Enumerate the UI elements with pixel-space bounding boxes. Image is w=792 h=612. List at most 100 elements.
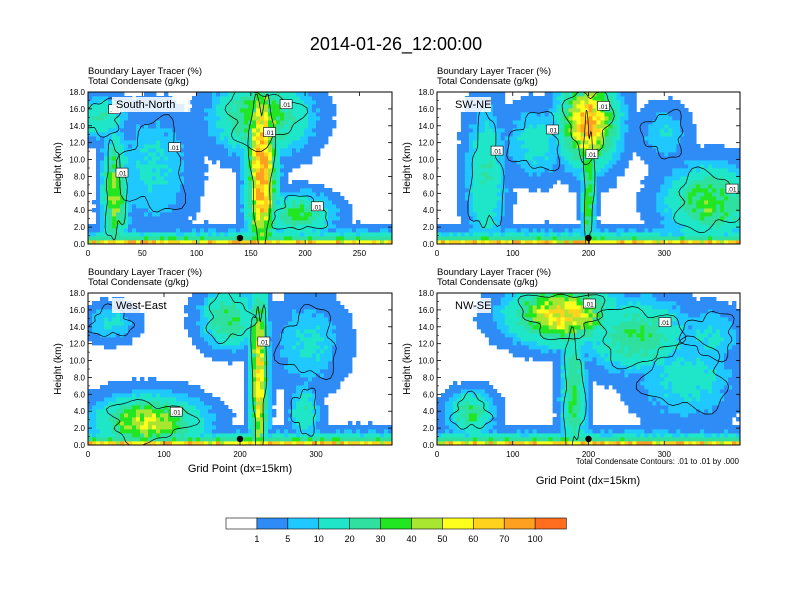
tracer-cell	[672, 172, 677, 177]
tracer-cell	[128, 136, 133, 141]
tracer-cell	[272, 144, 277, 149]
tracer-cell	[492, 220, 498, 225]
tracer-cell	[96, 305, 101, 310]
tracer-cell	[464, 184, 470, 189]
tracer-cell	[584, 140, 589, 145]
tracer-cell	[624, 228, 629, 233]
tracer-cell	[696, 164, 701, 169]
tracer-cell	[584, 216, 589, 221]
tracer-cell	[116, 152, 121, 157]
tracer-cell	[468, 132, 474, 137]
tracer-cell	[536, 96, 542, 101]
tracer-cell	[496, 188, 502, 193]
tracer-cell	[112, 124, 117, 129]
tracer-cell	[437, 232, 442, 237]
tracer-cell	[128, 421, 133, 426]
tracer-cell	[488, 136, 494, 141]
tracer-cell	[148, 128, 153, 133]
tracer-cell	[560, 180, 565, 185]
tracer-cell	[644, 160, 649, 165]
tracer-cell	[552, 164, 558, 169]
tracer-cell	[96, 216, 101, 221]
tracer-cell	[536, 120, 542, 125]
tracer-cell	[116, 405, 121, 410]
tracer-cell	[272, 108, 277, 113]
tracer-cell	[492, 96, 498, 101]
tracer-cell	[648, 212, 653, 217]
tracer-cell	[260, 140, 265, 145]
tracer-cell	[140, 184, 145, 189]
tracer-cell	[296, 204, 301, 209]
tracer-cell	[196, 144, 201, 149]
tracer-cell	[476, 152, 482, 157]
tracer-cell	[664, 108, 669, 113]
tracer-cell	[620, 148, 625, 153]
tracer-cell	[508, 144, 514, 149]
tracer-cell	[672, 236, 677, 241]
tracer-cell	[128, 128, 133, 133]
tracer-cell	[520, 108, 526, 113]
tracer-cell	[684, 192, 689, 197]
tracer-cell	[708, 168, 713, 173]
tracer-cell	[272, 124, 277, 129]
tracer-cell	[272, 116, 277, 121]
tracer-cell	[104, 389, 109, 394]
tracer-cell	[500, 112, 506, 117]
tracer-cell	[188, 220, 193, 225]
tracer-cell	[160, 128, 165, 133]
tracer-cell	[548, 148, 554, 153]
tracer-cell	[604, 116, 609, 121]
tracer-cell	[156, 405, 161, 410]
tracer-cell	[152, 417, 157, 422]
tracer-cell	[180, 228, 185, 233]
tracer-cell	[292, 152, 297, 157]
tracer-cell	[124, 192, 129, 197]
tracer-cell	[496, 232, 502, 237]
tracer-cell	[100, 132, 105, 137]
tracer-cell	[576, 236, 581, 241]
tracer-cell	[716, 172, 721, 177]
tracer-cell	[276, 140, 281, 145]
tracer-cell	[176, 232, 181, 237]
contour-label-box	[585, 149, 599, 159]
tracer-cell	[120, 329, 125, 334]
tracer-cell	[240, 180, 245, 185]
tracer-cell	[596, 200, 601, 205]
tracer-cell	[296, 124, 301, 129]
tracer-cell	[288, 152, 293, 157]
tracer-cell	[504, 144, 510, 149]
tracer-cell	[324, 196, 329, 201]
tracer-cell	[588, 192, 593, 197]
tracer-cell	[700, 220, 705, 225]
tracer-cell	[228, 112, 233, 117]
tracer-cell	[460, 208, 466, 213]
tracer-cell	[664, 204, 669, 209]
tracer-cell	[332, 228, 337, 233]
tracer-cell	[528, 232, 534, 237]
tracer-cell	[244, 188, 249, 193]
tracer-cell	[192, 208, 197, 213]
tracer-cell	[520, 136, 526, 141]
tracer-cell	[380, 232, 385, 237]
tracer-cell	[468, 124, 474, 129]
tracer-cell	[552, 176, 558, 181]
tracer-cell	[164, 156, 169, 161]
tracer-cell	[680, 168, 685, 173]
tracer-cell	[88, 313, 93, 318]
tracer-cell	[568, 164, 573, 169]
tracer-cell	[152, 224, 157, 229]
tracer-cell	[248, 96, 253, 101]
tracer-cell	[276, 124, 281, 129]
tracer-cell	[156, 425, 161, 430]
tracer-cell	[572, 236, 577, 241]
tracer-cell	[700, 216, 705, 221]
tracer-cell	[252, 156, 257, 161]
tracer-cell	[612, 112, 617, 117]
tracer-cell	[364, 236, 369, 241]
tracer-cell	[524, 172, 530, 177]
tracer-cell	[588, 92, 593, 97]
tracer-cell	[300, 92, 305, 97]
tracer-cell	[156, 120, 161, 125]
tracer-cell	[660, 104, 665, 109]
tracer-cell	[116, 160, 121, 165]
